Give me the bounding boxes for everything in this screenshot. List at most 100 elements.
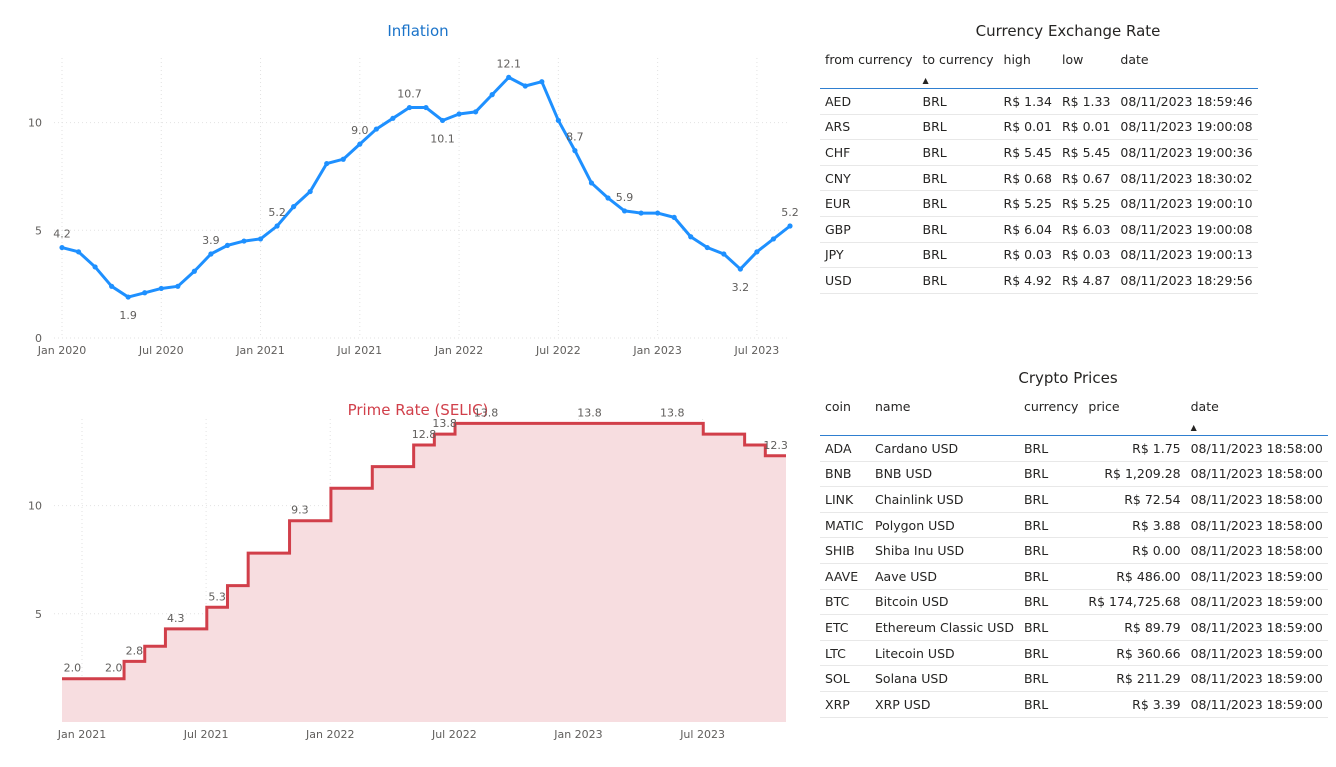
table-cell: 08/11/2023 18:58:00: [1185, 537, 1328, 564]
selic-data-label: 2.0: [64, 662, 82, 675]
table-row[interactable]: GBP BRL R$ 6.04 R$ 6.03 08/11/2023 19:00:08: [820, 216, 1258, 243]
inflation-data-label: 10.1: [430, 132, 455, 145]
table-cell: 08/11/2023 18:58:00: [1185, 486, 1328, 513]
table-cell: R$ 1.75: [1083, 435, 1186, 462]
crypto-table-title: Crypto Prices: [1018, 369, 1118, 387]
crypto-prices-table[interactable]: coin name currency price date ▲ ADA Cardano US…: [820, 393, 1328, 718]
crypto-column-header[interactable]: coin: [820, 393, 870, 436]
table-cell: R$ 4.87: [1056, 267, 1116, 294]
selic-chart-title: Prime Rate (SELIC): [347, 401, 489, 419]
table-row[interactable]: CNY BRL R$ 0.68 R$ 0.67 08/11/2023 18:30:02: [820, 165, 1258, 192]
table-cell: R$ 1.33: [1056, 88, 1116, 115]
inflation-data-point: [456, 111, 462, 117]
x-tick-label: Jul 2020: [138, 344, 184, 357]
table-cell: R$ 6.03: [1056, 216, 1116, 243]
crypto-column-header[interactable]: price: [1083, 393, 1185, 436]
table-cell: BRL: [1018, 486, 1084, 513]
table-row[interactable]: MATIC Polygon USD BRL R$ 3.88 08/11/2023 18:…: [820, 512, 1328, 539]
x-tick-label: Jan 2021: [57, 728, 106, 741]
table-cell: R$ 0.01: [1056, 114, 1116, 141]
table-row[interactable]: ARS BRL R$ 0.01 R$ 0.01 08/11/2023 19:00:08: [820, 114, 1258, 141]
table-cell: R$ 4.92: [998, 267, 1057, 294]
inflation-data-point: [770, 236, 777, 242]
x-tick-label: Jul 2021: [183, 728, 229, 741]
inflation-data-point: [307, 188, 313, 195]
crypto-column-header[interactable]: name: [870, 393, 1019, 436]
currency-column-header[interactable]: date: [1115, 46, 1257, 89]
table-cell: Bitcoin USD: [870, 589, 1019, 616]
currency-exchange-table[interactable]: from currency to currency ▲ high low date AED…: [820, 46, 1258, 294]
table-cell: ARS: [820, 114, 918, 141]
selic-area-chart[interactable]: 5 10 Jan 2021 Jul 2021 Jan 2022 Jul 2022 Jan 2…: [0, 375, 810, 767]
inflation-data-label: 3.9: [202, 234, 220, 247]
table-cell: BRL: [1018, 435, 1084, 462]
table-row[interactable]: BNB BNB USD BRL R$ 1,209.28 08/11/2023 18:58…: [820, 461, 1328, 488]
table-cell: R$ 0.68: [998, 165, 1057, 192]
selic-series-line: [62, 421, 786, 681]
table-cell: 08/11/2023 18:59:00: [1185, 691, 1328, 718]
selic-data-label: 13.8: [577, 406, 602, 419]
table-cell: Polygon USD: [870, 512, 1019, 539]
inflation-chart-panel[interactable]: Inflation 0 5 10 Jan 2020 Jul 2020 Jan 2021 Ju…: [0, 0, 810, 375]
inflation-data-point: [406, 104, 413, 111]
inflation-data-point: [605, 195, 611, 201]
table-row[interactable]: SOL Solana USD BRL R$ 211.29 08/11/2023 18:5…: [820, 665, 1328, 692]
inflation-data-point: [357, 141, 363, 147]
selic-data-label: 12.8: [412, 428, 437, 441]
table-cell: BRL: [1018, 640, 1084, 667]
inflation-data-point: [92, 264, 98, 270]
currency-column-header[interactable]: from currency: [820, 46, 918, 89]
table-cell: BRL: [1018, 537, 1084, 564]
table-cell: R$ 360.66: [1083, 640, 1186, 667]
table-row[interactable]: AED BRL R$ 1.34 R$ 1.33 08/11/2023 18:59:46: [820, 88, 1258, 115]
inflation-data-point: [704, 244, 710, 251]
sort-ascending-icon: ▲: [1190, 423, 1197, 432]
inflation-data-point: [489, 92, 495, 98]
table-row[interactable]: AAVE Aave USD BRL R$ 486.00 08/11/2023 18:59…: [820, 563, 1328, 590]
crypto-column-header[interactable]: date ▲: [1186, 393, 1328, 436]
table-row[interactable]: ADA Cardano USD BRL R$ 1.75 08/11/2023 18:58…: [820, 435, 1328, 462]
table-cell: R$ 6.04: [998, 216, 1057, 243]
table-row[interactable]: LTC Litecoin USD BRL R$ 360.66 08/11/2023 18…: [820, 640, 1328, 667]
x-tick-label: Jan 2023: [553, 728, 602, 741]
table-row[interactable]: XRP XRP USD BRL R$ 3.39 08/11/2023 18:59:00: [820, 691, 1328, 718]
table-cell: BRL: [917, 88, 999, 115]
table-row[interactable]: BTC Bitcoin USD BRL R$ 174,725.68 08/11/2023…: [820, 589, 1328, 616]
x-tick-label: Jan 2021: [235, 344, 284, 357]
selic-chart-panel[interactable]: Prime Rate (SELIC) 5 10 Jan 2021 Jul 2021 Ja…: [0, 375, 810, 767]
currency-column-header[interactable]: low: [1057, 46, 1115, 89]
table-cell: R$ 5.25: [998, 190, 1057, 217]
crypto-column-header[interactable]: currency: [1019, 393, 1083, 436]
currency-column-header[interactable]: to currency ▲: [918, 46, 999, 89]
table-cell: BRL: [917, 165, 999, 192]
x-tick-label: Jan 2023: [632, 344, 681, 357]
currency-column-header[interactable]: high: [999, 46, 1057, 89]
table-row[interactable]: EUR BRL R$ 5.25 R$ 5.25 08/11/2023 19:00:10: [820, 190, 1258, 217]
selic-data-label: 9.3: [291, 504, 309, 517]
table-cell: R$ 1.34: [998, 88, 1057, 115]
column-header-label: coin: [825, 399, 851, 414]
table-cell: LTC: [820, 640, 870, 667]
inflation-data-label: 10.7: [397, 88, 422, 101]
inflation-line-chart[interactable]: 0 5 10 Jan 2020 Jul 2020 Jan 2021 Jul 2021 Jan …: [0, 0, 810, 375]
table-cell: 08/11/2023 18:59:46: [1115, 88, 1258, 115]
table-cell: R$ 5.45: [998, 139, 1057, 166]
table-cell: BRL: [1018, 589, 1084, 616]
table-row[interactable]: SHIB Shiba Inu USD BRL R$ 0.00 08/11/2023 18…: [820, 537, 1328, 564]
table-cell: R$ 0.67: [1056, 165, 1116, 192]
table-cell: R$ 0.00: [1083, 537, 1186, 564]
inflation-data-point: [191, 268, 197, 274]
table-row[interactable]: JPY BRL R$ 0.03 R$ 0.03 08/11/2023 19:00:13: [820, 242, 1258, 269]
table-cell: BRL: [917, 114, 999, 141]
table-row[interactable]: CHF BRL R$ 5.45 R$ 5.45 08/11/2023 19:00:36: [820, 139, 1258, 166]
table-row[interactable]: ETC Ethereum Classic USD BRL R$ 89.79 08/11/…: [820, 614, 1328, 641]
y-tick-label: 5: [35, 224, 42, 237]
inflation-data-point: [340, 156, 346, 162]
inflation-data-point: [787, 223, 793, 229]
inflation-data-label: 5.2: [268, 206, 286, 219]
table-cell: 08/11/2023 18:58:00: [1185, 512, 1328, 539]
table-row[interactable]: USD BRL R$ 4.92 R$ 4.87 08/11/2023 18:29:56: [820, 267, 1258, 294]
inflation-data-point: [473, 109, 479, 115]
table-cell: BRL: [917, 267, 999, 294]
table-row[interactable]: LINK Chainlink USD BRL R$ 72.54 08/11/2023 1…: [820, 486, 1328, 513]
